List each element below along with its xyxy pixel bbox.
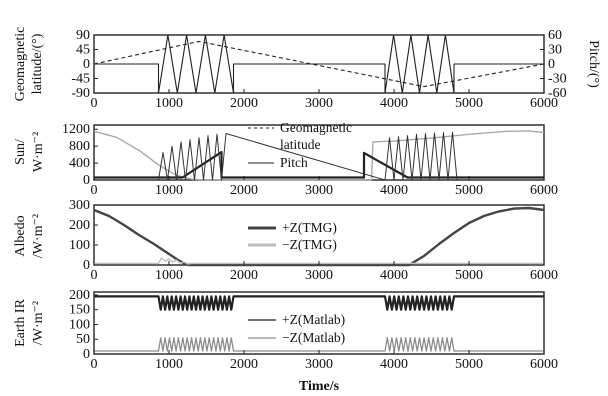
panel-c-x-tick-label: 3000 <box>305 268 333 283</box>
panel-c-x-tick-label: 0 <box>91 268 98 283</box>
panel-a-y-tick-label-left: 90 <box>76 28 90 43</box>
panel-d-y-tick-label-left: 150 <box>69 303 90 318</box>
panel-b-x-tick-label: 4000 <box>380 183 408 198</box>
panel-a-x-tick-label: 0 <box>91 96 98 111</box>
panel-d-x-tick-label: 6000 <box>530 357 558 372</box>
panel-a-ylabel-right: Pitch/(°) <box>586 40 601 88</box>
panel-a-y-tick-label-right: 30 <box>548 43 562 58</box>
panel-a-x-tick-label: 5000 <box>455 96 483 111</box>
panel-d-x-tick-label: 3000 <box>305 357 333 372</box>
series-sun-1 <box>94 151 544 179</box>
panel-c-y-tick-label-left: 100 <box>69 238 90 253</box>
legend-geomagnetic-label-1: Geomagnetic <box>280 120 352 135</box>
panel-c-ylabel-2: /W·m⁻² <box>31 214 46 258</box>
panel-c-x-tick-label: 2000 <box>230 268 258 283</box>
panel-a-y-tick-label-right: 0 <box>548 57 555 72</box>
panel-c-x-tick-label: 6000 <box>530 268 558 283</box>
legend-minusz-tmg-label: −Z(TMG) <box>282 237 337 252</box>
panel-d-x-tick-label: 4000 <box>380 357 408 372</box>
panel-d-y-tick-label-left: 100 <box>69 317 90 332</box>
legend-geomagnetic-label-2: latitude <box>280 137 321 152</box>
panel-geomagnetic-pitch: 0 1000 2000 3000 4000 5000 600090450-45-906030… <box>13 27 601 111</box>
panel-c-frame <box>93 204 545 266</box>
series-pitch <box>94 34 544 94</box>
panel-a-y-tick-label-left: -45 <box>71 72 90 87</box>
panel-b-ylabel-1: Sun/ <box>13 139 28 165</box>
panel-b-ylabel-2: W·m⁻² <box>31 132 46 172</box>
panel-b-x-tick-label: 5000 <box>455 183 483 198</box>
panel-a-x-tick-label: 6000 <box>530 96 558 111</box>
x-axis-label: Time/s <box>299 379 340 394</box>
series-earth-ir-1 <box>94 337 544 352</box>
panel-a-x-tick-label: 4000 <box>380 96 408 111</box>
panel-b-y-tick-label-left: 0 <box>83 173 90 188</box>
panel-c-legend: +Z(TMG) −Z(TMG) <box>248 220 337 252</box>
panel-a-x-tick-label: 1000 <box>155 96 183 111</box>
panel-c-y-tick-label-left: 300 <box>69 198 90 213</box>
panel-c-x-tick-label: 1000 <box>155 268 183 283</box>
panel-a-y-tick-label-right: -30 <box>548 72 567 87</box>
panel-b-marks <box>93 130 545 181</box>
panel-c-y-tick-label-left: 0 <box>83 258 90 273</box>
panel-d-y-tick-label-left: 50 <box>76 332 90 347</box>
panel-b-x-tick-label: 0 <box>91 183 98 198</box>
panel-a-ticks: 0 1000 2000 3000 4000 5000 600090450-45-906030… <box>71 28 566 111</box>
panel-c-x-tick-label: 4000 <box>380 268 408 283</box>
panel-a-marks <box>93 34 545 94</box>
panel-a-ylabel-left-2: latitude/(°) <box>30 33 45 94</box>
panel-a-x-tick-label: 2000 <box>230 96 258 111</box>
series-albedo-1 <box>94 257 544 265</box>
panel-d-x-tick-label: 0 <box>91 357 98 372</box>
panel-b-x-tick-label: 3000 <box>305 183 333 198</box>
panel-c-y-tick-label-left: 200 <box>69 218 90 233</box>
legend-plusz-matlab-label: +Z(Matlab) <box>282 312 345 327</box>
panel-a-y-tick-label-right: 60 <box>548 28 562 43</box>
series-sun-0 <box>93 130 545 181</box>
panel-d-y-tick-label-left: 200 <box>69 288 90 303</box>
panel-b-x-tick-label: 1000 <box>155 183 183 198</box>
series-earth-ir-0 <box>94 295 544 311</box>
legend-pitch-label: Pitch <box>280 155 308 170</box>
panel-a-y-tick-label-right: -60 <box>548 86 567 101</box>
panel-d-marks <box>94 295 544 352</box>
panel-d-legend: +Z(Matlab) −Z(Matlab) <box>248 312 345 345</box>
series-albedo-0 <box>93 206 545 267</box>
legend-plusz-tmg-label: +Z(TMG) <box>282 220 337 235</box>
panel-a-y-tick-label-left: 45 <box>76 43 90 58</box>
panel-a-ylabel-left-1: Geomagnetic <box>13 27 28 102</box>
panel-d-y-tick-label-left: 0 <box>83 347 90 362</box>
panel-b-legend: Geomagnetic latitude Pitch <box>248 120 352 170</box>
panel-a-y-tick-label-left: -90 <box>71 86 90 101</box>
panel-b-x-tick-label: 6000 <box>530 183 558 198</box>
panel-c-ylabel-1: Albedo <box>13 215 28 256</box>
panel-d-ylabel-1: Earth IR <box>13 298 28 346</box>
panel-a-x-tick-label: 3000 <box>305 96 333 111</box>
panel-a-y-tick-label-left: 0 <box>83 57 90 72</box>
panel-b-x-tick-label: 2000 <box>230 183 258 198</box>
panel-b-y-tick-label-left: 800 <box>69 139 90 154</box>
panel-b-y-tick-label-left: 400 <box>69 156 90 171</box>
series-sun-2 <box>158 131 458 181</box>
panel-d-ylabel-2: /W·m⁻² <box>31 301 46 345</box>
panel-d-x-tick-label: 1000 <box>155 357 183 372</box>
panel-c-x-tick-label: 5000 <box>455 268 483 283</box>
panel-c-marks <box>93 206 545 267</box>
legend-minusz-matlab-label: −Z(Matlab) <box>282 330 345 345</box>
panel-b-y-tick-label-left: 1200 <box>62 122 90 137</box>
panel-d-x-tick-label: 2000 <box>230 357 258 372</box>
panel-d-x-tick-label: 5000 <box>455 357 483 372</box>
